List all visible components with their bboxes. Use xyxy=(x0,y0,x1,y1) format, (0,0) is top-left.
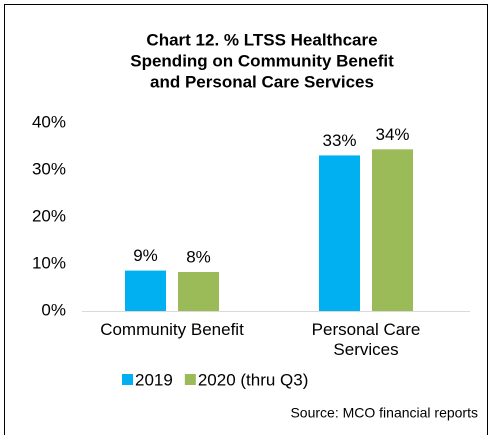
y-tick-label: 0% xyxy=(41,300,66,319)
bar xyxy=(319,155,360,311)
data-label: 33% xyxy=(322,131,356,150)
chart-title: Chart 12. % LTSS Healthcare xyxy=(146,30,377,49)
chart-title: and Personal Care Services xyxy=(150,72,374,91)
frame xyxy=(4,4,488,435)
legend-label: 2020 (thru Q3) xyxy=(198,370,309,389)
y-tick-label: 40% xyxy=(32,112,66,131)
data-label: 34% xyxy=(375,125,409,144)
y-tick-label: 30% xyxy=(32,159,66,178)
bar xyxy=(125,270,166,311)
source-note: Source: MCO financial reports xyxy=(290,405,478,421)
y-tick-label: 20% xyxy=(32,206,66,225)
legend-label: 2019 xyxy=(135,370,173,389)
x-tick-label: Personal Care Services xyxy=(311,320,421,359)
data-label: 8% xyxy=(186,247,211,266)
data-label: 9% xyxy=(133,246,158,265)
bar xyxy=(372,149,413,311)
legend-swatch xyxy=(122,374,133,385)
bar xyxy=(178,271,219,311)
x-tick-label: Community Benefit xyxy=(100,320,244,339)
legend-swatch xyxy=(184,374,196,385)
chart-title: Spending on Community Benefit xyxy=(130,51,394,70)
y-tick-label: 10% xyxy=(32,253,66,272)
